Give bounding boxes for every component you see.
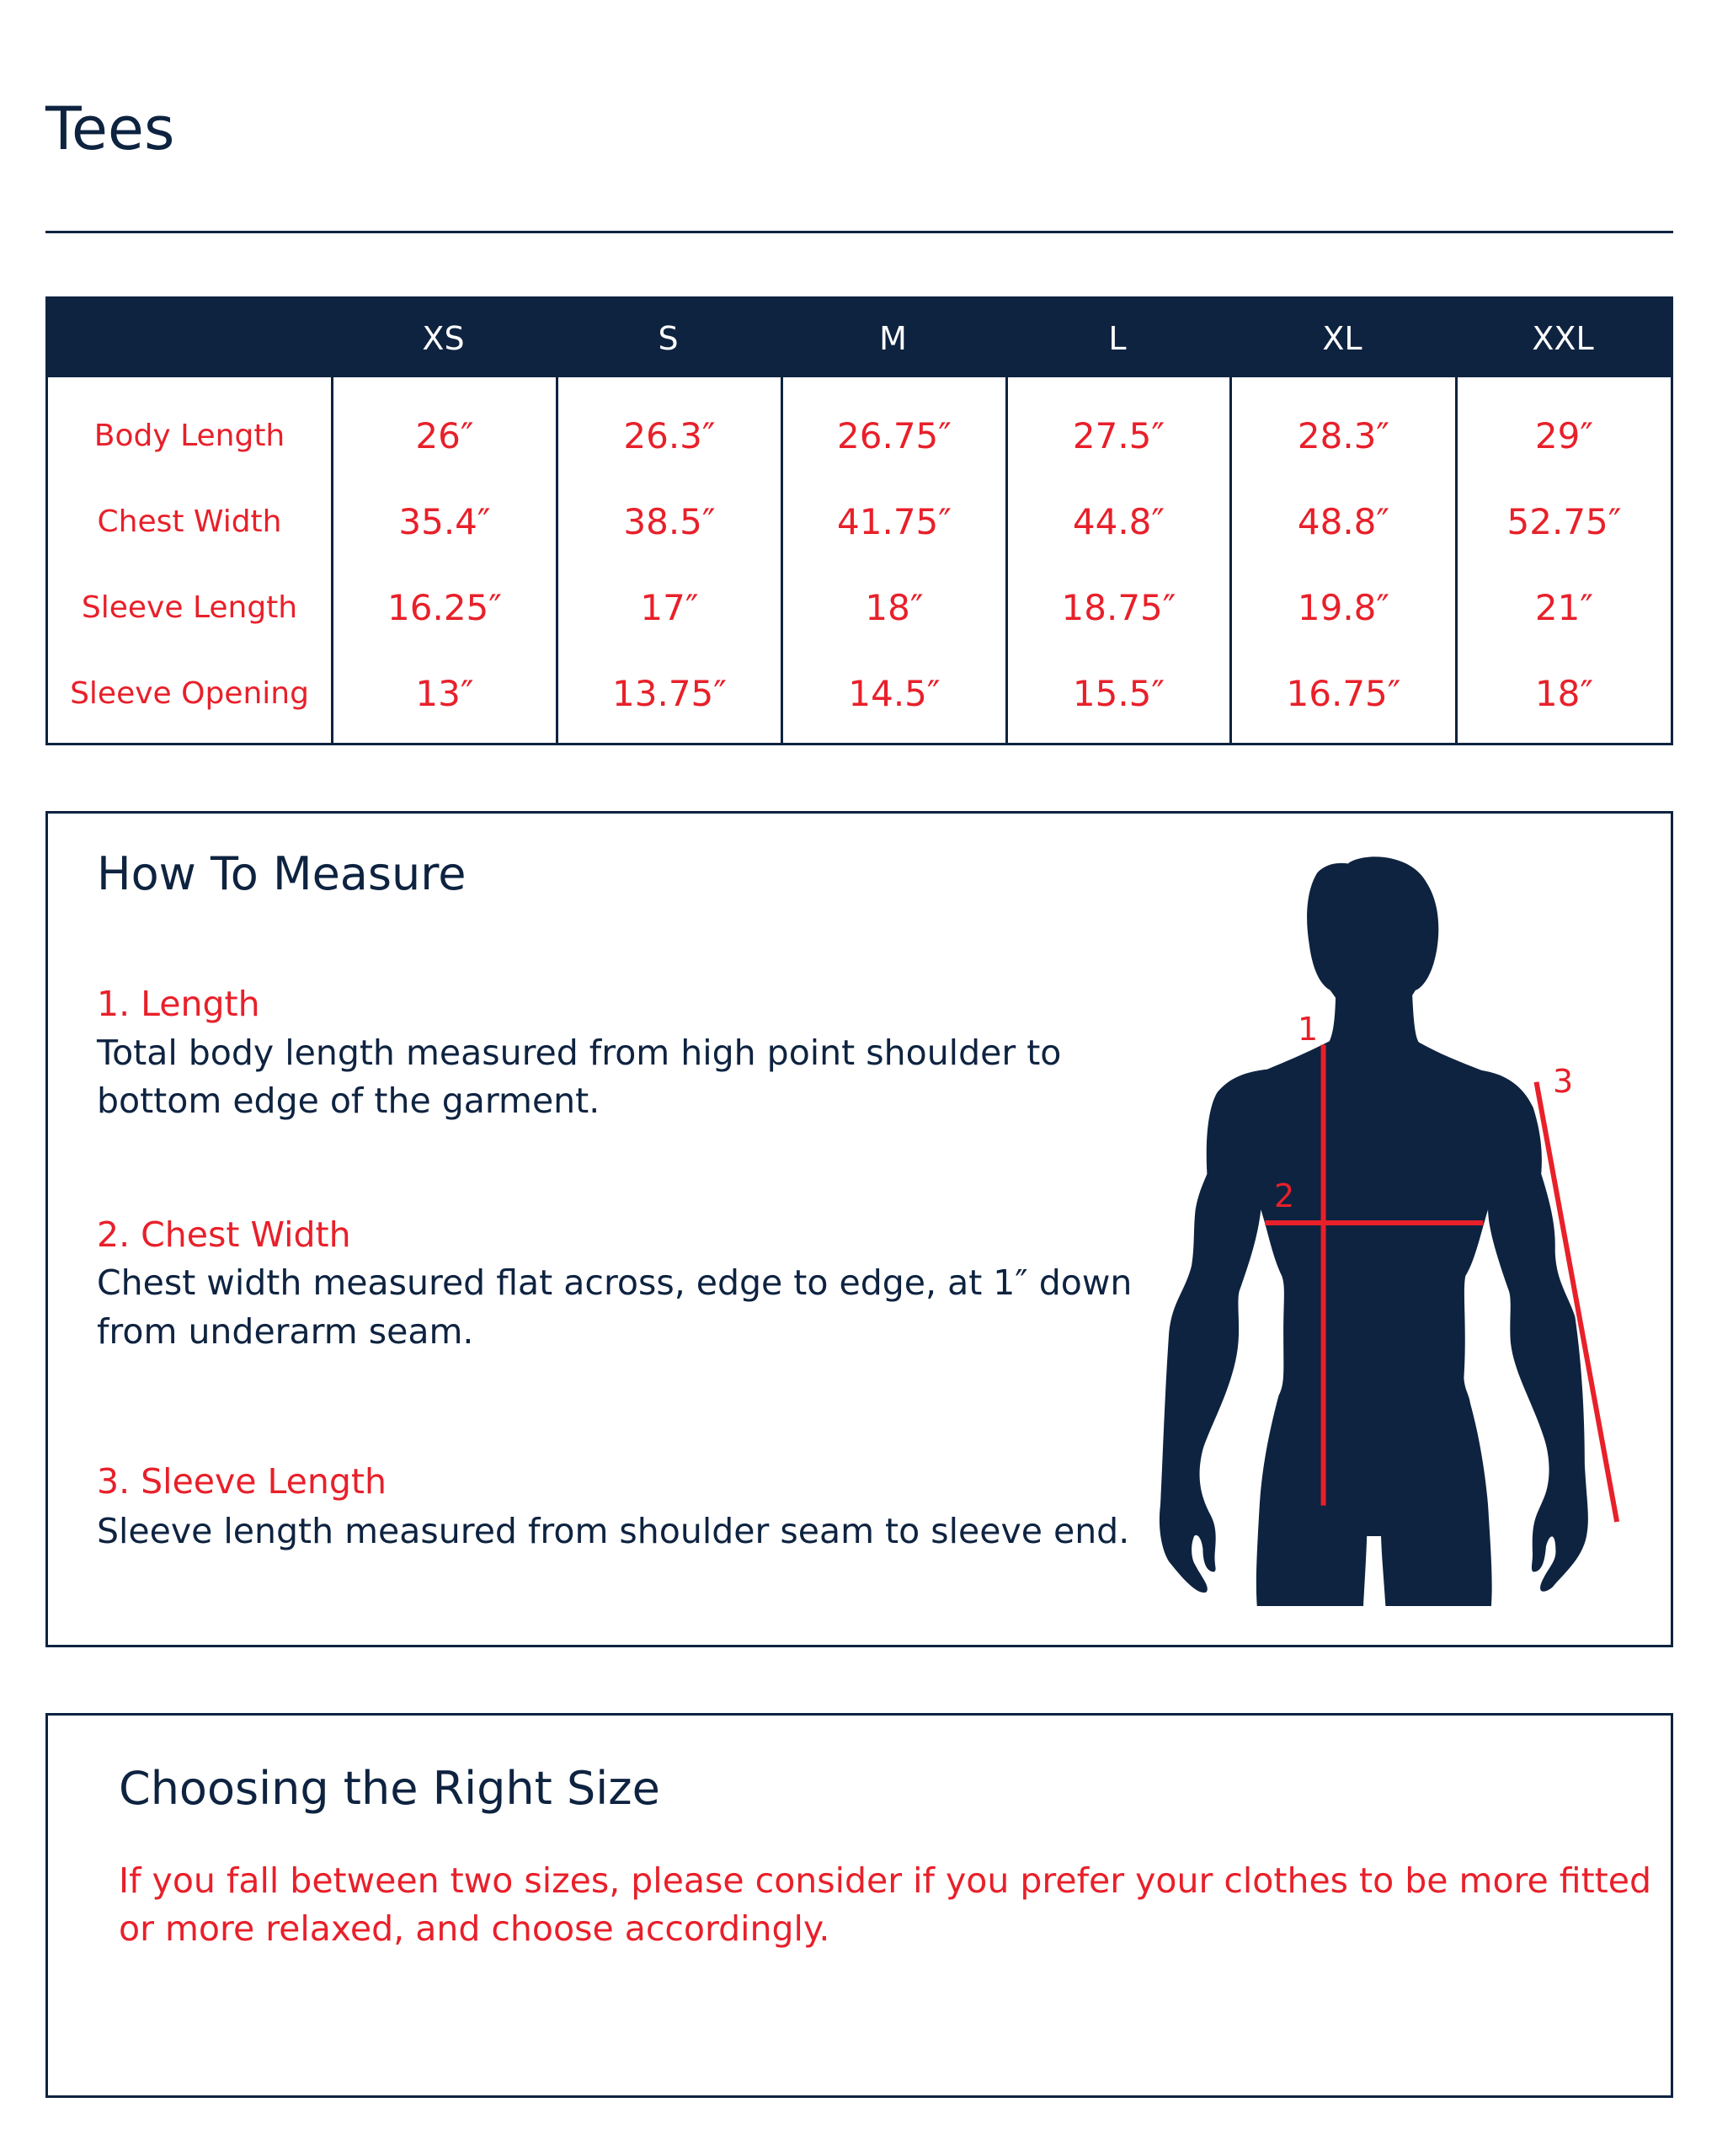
size-column: 26.3″ 38.5″ 17″ 13.75″	[556, 377, 781, 743]
table-cell: 41.75″	[837, 500, 952, 542]
header-size: XXL	[1532, 319, 1594, 357]
table-header: XS S M L XL XXL	[48, 299, 1671, 377]
row-label: Sleeve Opening	[70, 675, 309, 711]
table-cell: 26.3″	[623, 414, 716, 456]
step-text: Chest width measured flat across, edge t…	[97, 1262, 1133, 1303]
step-title: 3. Sleeve Length	[97, 1461, 387, 1502]
how-to-measure-panel: How To Measure 1. Length Total body leng…	[45, 811, 1673, 1647]
advice-text: If you fall between two sizes, please co…	[119, 1860, 1651, 1901]
table-cell: 17″	[640, 586, 699, 628]
label-column: Body Length Chest Width Sleeve Length Sleev…	[48, 377, 331, 743]
table-cell: 13″	[415, 672, 474, 714]
table-cell: 18″	[1534, 672, 1594, 714]
table-cell: 16.75″	[1286, 672, 1401, 714]
header-blank	[48, 299, 331, 377]
choosing-size-panel: Choosing the Right Size If you fall betw…	[45, 1713, 1673, 2098]
table-cell: 29″	[1534, 414, 1594, 456]
size-column: 26.75″ 41.75″ 18″ 14.5″	[781, 377, 1005, 743]
header-size: S	[658, 319, 679, 357]
header-size: L	[1108, 319, 1127, 357]
table-cell: 44.8″	[1072, 500, 1165, 542]
step-text: Sleeve length measured from shoulder sea…	[97, 1511, 1130, 1551]
table-cell: 38.5″	[623, 500, 716, 542]
table-cell: 15.5″	[1072, 672, 1165, 714]
row-label: Chest Width	[97, 504, 282, 539]
step-title: 2. Chest Width	[97, 1214, 351, 1255]
table-cell: 35.4″	[398, 500, 491, 542]
header-size: XL	[1322, 319, 1362, 357]
table-cell: 21″	[1534, 586, 1594, 628]
table-cell: 16.25″	[387, 586, 502, 628]
table-cell: 18.75″	[1061, 586, 1176, 628]
table-body: Body Length Chest Width Sleeve Length Sleev…	[48, 377, 1671, 743]
figure-label-1: 1	[1298, 1011, 1319, 1048]
size-column: 28.3″ 48.8″ 19.8″ 16.75″	[1229, 377, 1455, 743]
table-cell: 48.8″	[1297, 500, 1390, 542]
page-title: Tees	[45, 94, 175, 163]
table-cell: 14.5″	[848, 672, 941, 714]
step-text: bottom edge of the garment.	[97, 1081, 600, 1121]
size-column: 27.5″ 44.8″ 18.75″ 15.5″	[1005, 377, 1229, 743]
section-heading: How To Measure	[97, 847, 467, 900]
table-cell: 28.3″	[1297, 414, 1390, 456]
sleeve-measure-line	[1536, 1082, 1617, 1522]
table-cell: 26.75″	[837, 414, 952, 456]
table-cell: 52.75″	[1506, 500, 1622, 542]
table-cell: 27.5″	[1072, 414, 1165, 456]
divider	[45, 231, 1673, 233]
size-column: 29″ 52.75″ 21″ 18″	[1455, 377, 1671, 743]
size-chart-table: XS S M L XL XXL Body Length Chest Width Sl…	[45, 296, 1673, 745]
table-cell: 18″	[865, 586, 924, 628]
body-measurement-figure	[1159, 857, 1642, 1606]
figure-label-3: 3	[1553, 1063, 1574, 1100]
table-cell: 19.8″	[1297, 586, 1390, 628]
figure-label-2: 2	[1274, 1177, 1295, 1214]
table-cell: 26″	[415, 414, 474, 456]
step-title: 1. Length	[97, 984, 260, 1024]
body-silhouette	[1159, 857, 1588, 1606]
step-text: Total body length measured from high poi…	[97, 1033, 1062, 1073]
table-cell: 13.75″	[612, 672, 727, 714]
section-heading: Choosing the Right Size	[119, 1762, 660, 1815]
size-column: 26″ 35.4″ 16.25″ 13″	[331, 377, 556, 743]
row-label: Sleeve Length	[81, 590, 298, 625]
row-label: Body Length	[93, 418, 285, 453]
step-text: from underarm seam.	[97, 1311, 474, 1352]
advice-text: or more relaxed, and choose accordingly.	[119, 1908, 830, 1949]
header-size: M	[879, 319, 907, 357]
header-size: XS	[422, 319, 465, 357]
